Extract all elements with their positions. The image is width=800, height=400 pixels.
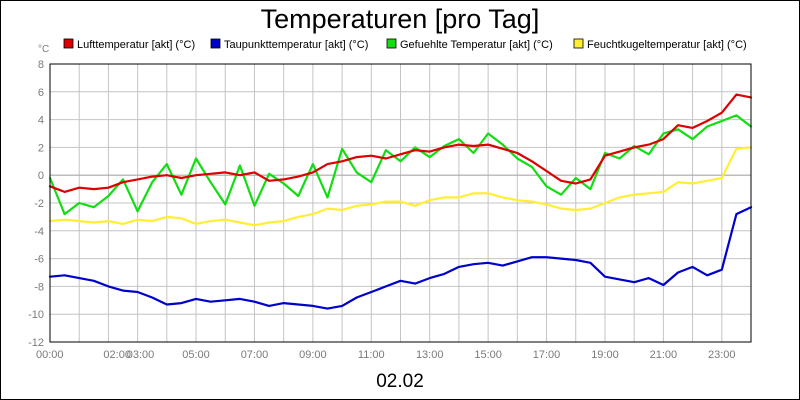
y-tick-labels: 8 6 4 2 0 -2 -4 -6 -8 -10 -12 bbox=[28, 59, 44, 349]
legend-label: Feuchtkugeltemperatur [akt] (°C) bbox=[587, 39, 747, 51]
y-tick-label: 0 bbox=[38, 170, 44, 182]
legend-swatch bbox=[386, 38, 397, 49]
x-tick-label: 00:00 bbox=[36, 349, 64, 361]
x-tick-label: 02:00 bbox=[103, 349, 131, 361]
y-tick-label: 2 bbox=[38, 142, 44, 154]
x-tick-label: 09:00 bbox=[299, 349, 327, 361]
x-tick-label: 15:00 bbox=[474, 349, 502, 361]
series-lines bbox=[48, 93, 753, 310]
date-label: 02.02 bbox=[376, 371, 424, 392]
legend-swatch bbox=[63, 38, 74, 49]
legend-label: Gefuehlte Temperatur [akt] (°C) bbox=[400, 39, 553, 51]
plot-area-border bbox=[49, 63, 752, 343]
x-tick-label: 17:00 bbox=[533, 349, 561, 361]
x-tick-label: 05:00 bbox=[182, 349, 210, 361]
series-line-1 bbox=[48, 93, 753, 193]
x-tick-label: 13:00 bbox=[416, 349, 444, 361]
x-tick-label: 11:00 bbox=[358, 349, 385, 361]
x-tick-label: 07:00 bbox=[241, 349, 269, 361]
x-tick-label: 03:00 bbox=[127, 349, 155, 361]
y-tick-label: -2 bbox=[34, 198, 44, 210]
legend-swatch bbox=[573, 38, 584, 49]
x-tick-label: 21:00 bbox=[650, 349, 678, 361]
y-tick-label: -10 bbox=[28, 309, 44, 321]
series-line-4 bbox=[48, 146, 753, 227]
y-axis-unit: °C bbox=[38, 44, 49, 55]
y-tick-label: 6 bbox=[38, 87, 44, 99]
y-tick-label: -4 bbox=[34, 226, 44, 238]
y-tick-label: -12 bbox=[28, 337, 44, 349]
y-tick-label: 8 bbox=[38, 59, 44, 71]
legend-swatch bbox=[210, 38, 221, 49]
y-tick-label: -6 bbox=[34, 254, 44, 266]
y-tick-label: 4 bbox=[38, 115, 44, 127]
legend-label: Lufttemperatur [akt] (°C) bbox=[77, 39, 195, 51]
chart-title: Temperaturen [pro Tag] bbox=[261, 4, 540, 34]
x-tick-label: 23:00 bbox=[708, 349, 736, 361]
y-tick-label: -8 bbox=[34, 281, 44, 293]
legend: Lufttemperatur [akt] (°C) Taupunkttempera… bbox=[63, 38, 747, 51]
series-line-3 bbox=[48, 114, 753, 216]
legend-label: Taupunkttemperatur [akt] (°C) bbox=[224, 39, 368, 51]
series-line-2 bbox=[48, 206, 753, 310]
x-tick-label: 19:00 bbox=[591, 349, 619, 361]
